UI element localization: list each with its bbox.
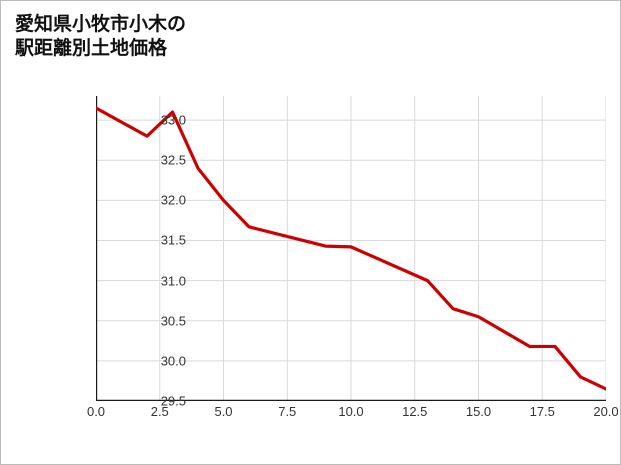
y-axis-tick-33: 33.0 (136, 113, 186, 128)
x-axis-tick-20: 20.0 (593, 404, 618, 419)
x-axis-tick-12.5: 12.5 (402, 404, 427, 419)
y-axis-tick-32: 32.0 (136, 193, 186, 208)
chart-title-line-0: 愛知県小牧市小木の (15, 13, 186, 37)
x-axis-tick-2.5: 2.5 (151, 404, 169, 419)
chart-window: 愛知県小牧市小木の 駅距離別土地価格 29.5 30.0 30.5 31.0 31.5 32… (0, 0, 621, 465)
y-axis-tick-31.5: 31.5 (136, 233, 186, 248)
x-axis-tick-17.5: 17.5 (530, 404, 555, 419)
y-axis-tick-30: 30.0 (136, 353, 186, 368)
y-axis-tick-32.5: 32.5 (136, 153, 186, 168)
chart-title-line-1: 駅距離別土地価格 (15, 37, 186, 61)
x-axis-tick-0: 0.0 (87, 404, 105, 419)
x-axis-tick-5: 5.0 (214, 404, 232, 419)
x-axis-tick-10: 10.0 (338, 404, 363, 419)
y-axis-label (9, 96, 29, 401)
chart-title: 愛知県小牧市小木の 駅距離別土地価格 (15, 13, 186, 62)
x-axis-tick-15: 15.0 (466, 404, 491, 419)
x-axis-tick-7.5: 7.5 (278, 404, 296, 419)
plot-area: 29.5 30.0 30.5 31.0 31.5 32.0 32.5 33.0 (96, 96, 606, 401)
y-axis-tick-30.5: 30.5 (136, 313, 186, 328)
y-axis-tick-31: 31.0 (136, 273, 186, 288)
